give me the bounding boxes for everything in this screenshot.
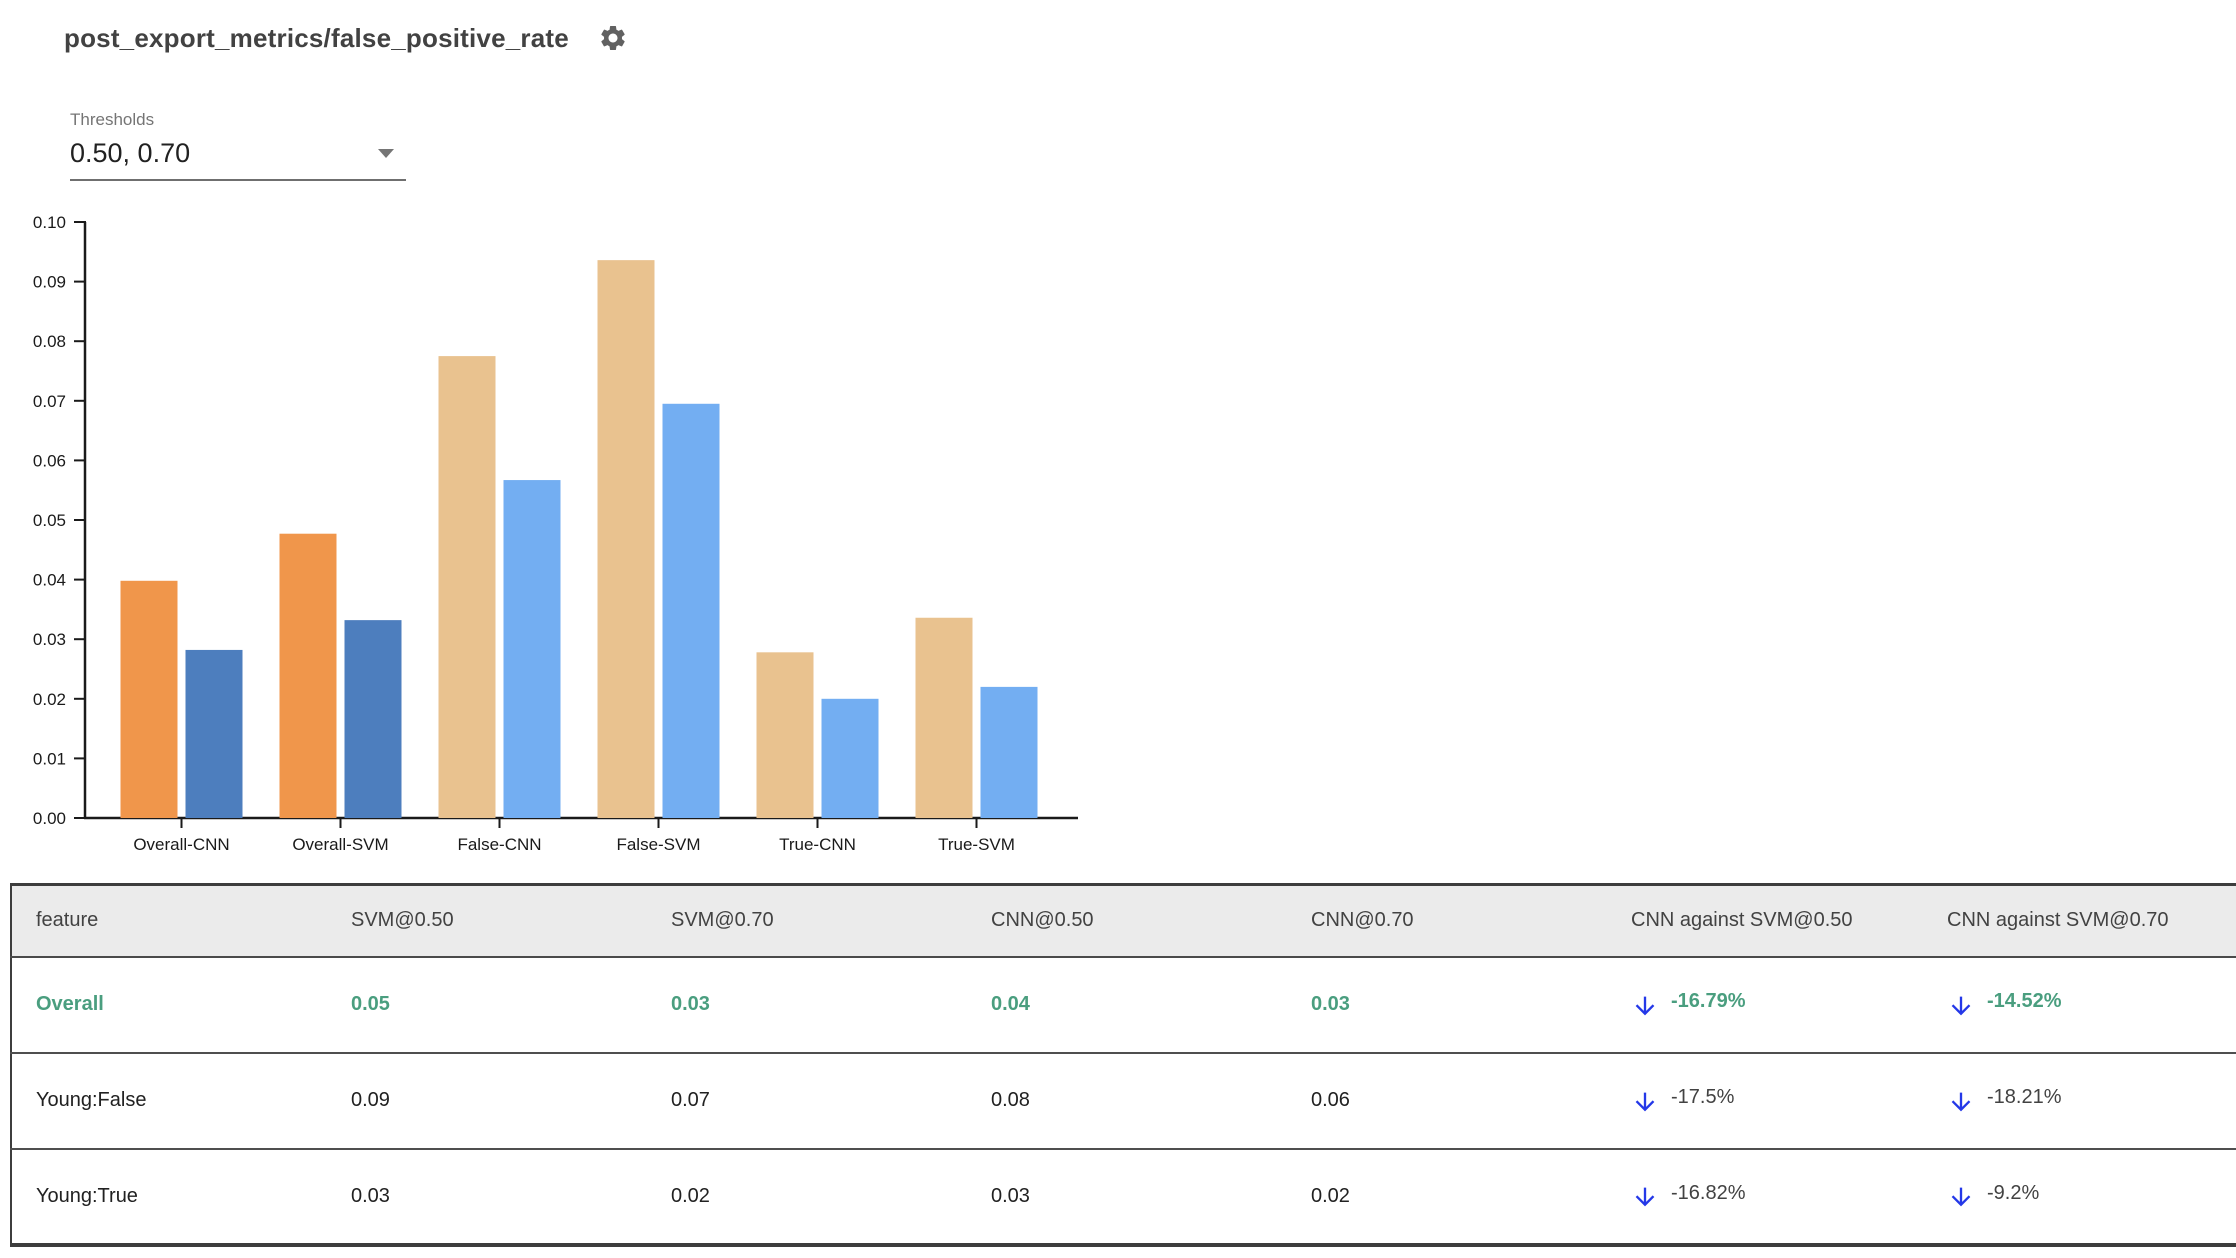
comparison-value: -16.82%: [1671, 1181, 1746, 1204]
arrow-down-icon: [1635, 1092, 1655, 1111]
bar-overall-svm-threshold-0-70[interactable]: [344, 620, 402, 818]
feature-cell: Overall: [36, 993, 104, 1015]
arrow-down-icon: [1951, 996, 1971, 1015]
y-axis-label: 0.02: [33, 690, 66, 709]
y-axis-label: 0.09: [33, 273, 66, 292]
value-cell-cnn-0-70: 0.02: [1311, 1184, 1350, 1207]
value-cell-svm-0-70: 0.07: [671, 1089, 710, 1111]
column-header-svm-0-50: SVM@0.50: [341, 884, 661, 958]
y-axis-label: 0.10: [33, 213, 66, 232]
comparison-cell-cnn-against-svm-0-70: -9.2%: [1937, 1149, 2236, 1245]
value-cell-cnn-0-70: 0.06: [1311, 1089, 1350, 1111]
x-axis-label: True-CNN: [779, 835, 856, 854]
column-header-cnn-0-70: CNN@0.70: [1301, 884, 1621, 958]
value-cell-cnn-0-70: 0.03: [1311, 993, 1350, 1015]
y-axis-label: 0.04: [33, 571, 66, 590]
feature-cell: Young:False: [36, 1089, 147, 1111]
arrow-down-icon: [1635, 996, 1655, 1015]
value-cell-cnn-0-50: 0.04: [991, 993, 1030, 1015]
column-header-feature: feature: [11, 884, 341, 958]
table-row-young-true: Young:True 0.03 0.02 0.03 0.02 -16.82% -9.2%: [11, 1149, 2236, 1245]
x-axis-label: False-CNN: [457, 835, 541, 854]
y-axis-label: 0.06: [33, 451, 66, 470]
chevron-down-icon: [378, 149, 394, 158]
metric-title: post_export_metrics/false_positive_rate: [64, 22, 569, 53]
thresholds-select[interactable]: Thresholds 0.50, 0.70: [70, 110, 406, 181]
bar-false-svm-threshold-0-50[interactable]: [597, 260, 655, 818]
metric-header: post_export_metrics/false_positive_rate: [64, 22, 629, 54]
x-axis-label: Overall-CNN: [133, 835, 229, 854]
y-axis-label: 0.05: [33, 511, 66, 530]
column-header-cnn-0-50: CNN@0.50: [981, 884, 1301, 958]
bar-false-svm-threshold-0-70[interactable]: [662, 403, 720, 818]
comparison-cell-cnn-against-svm-0-70: -18.21%: [1937, 1053, 2236, 1149]
arrow-down-icon: [1635, 1187, 1655, 1207]
comparison-value: -14.52%: [1987, 990, 2062, 1012]
bar-true-cnn-threshold-0-50[interactable]: [756, 652, 814, 818]
comparison-cell-cnn-against-svm-0-50: -16.79%: [1621, 957, 1937, 1053]
y-axis-label: 0.08: [33, 332, 66, 351]
y-axis-label: 0.01: [33, 749, 66, 768]
x-axis-label: True-SVM: [938, 835, 1015, 854]
table-row-overall: Overall 0.05 0.03 0.04 0.03 -16.79% -14.52%: [11, 957, 2236, 1053]
arrow-down-icon: [1951, 1187, 1971, 1207]
comparison-value: -17.5%: [1671, 1086, 1735, 1108]
bar-false-cnn-threshold-0-50[interactable]: [438, 356, 496, 818]
value-cell-svm-0-70: 0.02: [671, 1184, 710, 1207]
x-axis-label: Overall-SVM: [292, 835, 388, 854]
bar-false-cnn-threshold-0-70[interactable]: [503, 480, 561, 818]
table-header-row: feature SVM@0.50 SVM@0.70 CNN@0.50 CNN@0.70 C…: [11, 884, 2236, 958]
arrow-down-icon: [1951, 1092, 1971, 1111]
value-cell-cnn-0-50: 0.03: [991, 1184, 1030, 1207]
column-header-svm-0-70: SVM@0.70: [661, 884, 981, 958]
thresholds-value-row[interactable]: 0.50, 0.70: [70, 138, 406, 181]
comparison-cell-cnn-against-svm-0-70: -14.52%: [1937, 957, 2236, 1053]
comparison-value: -9.2%: [1987, 1181, 2040, 1204]
thresholds-label: Thresholds: [70, 110, 155, 129]
value-cell-svm-0-50: 0.03: [351, 1184, 390, 1207]
comparison-cell-cnn-against-svm-0-50: -17.5%: [1621, 1053, 1937, 1149]
bar-overall-svm-threshold-0-50[interactable]: [279, 533, 337, 818]
y-axis-label: 0.03: [33, 630, 66, 649]
bar-true-cnn-threshold-0-70[interactable]: [821, 698, 879, 818]
value-cell-svm-0-70: 0.03: [671, 993, 710, 1015]
feature-cell: Young:True: [36, 1184, 138, 1207]
x-axis-label: False-SVM: [616, 835, 700, 854]
value-cell-svm-0-50: 0.09: [351, 1089, 390, 1111]
bar-true-svm-threshold-0-50[interactable]: [915, 617, 973, 818]
y-axis-label: 0.00: [33, 809, 66, 828]
comparison-value: -18.21%: [1987, 1086, 2062, 1108]
bar-true-svm-threshold-0-70[interactable]: [980, 686, 1038, 818]
bar-overall-cnn-threshold-0-50[interactable]: [120, 580, 178, 818]
y-axis-label: 0.07: [33, 392, 66, 411]
value-cell-svm-0-50: 0.05: [351, 993, 390, 1015]
bar-overall-cnn-threshold-0-70[interactable]: [185, 649, 243, 818]
comparison-cell-cnn-against-svm-0-50: -16.82%: [1621, 1149, 1937, 1245]
bar-chart: 0.00 0.01 0.02 0.03 0.04 0.05 0.06 0.07 0.08 0.09…: [0, 150, 1100, 885]
metrics-table: feature SVM@0.50 SVM@0.70 CNN@0.50 CNN@0.70 C…: [10, 883, 2236, 1247]
value-cell-cnn-0-50: 0.08: [991, 1089, 1030, 1111]
table-row-young-false: Young:False 0.09 0.07 0.08 0.06 -17.5% -18.21%: [11, 1053, 2236, 1149]
column-header-cnn-against-svm-0-70: CNN against SVM@0.70: [1937, 884, 2236, 958]
settings-icon[interactable]: [597, 22, 629, 54]
column-header-cnn-against-svm-0-50: CNN against SVM@0.50: [1621, 884, 1937, 958]
thresholds-value: 0.50, 0.70: [70, 138, 191, 168]
comparison-value: -16.79%: [1671, 990, 1746, 1012]
